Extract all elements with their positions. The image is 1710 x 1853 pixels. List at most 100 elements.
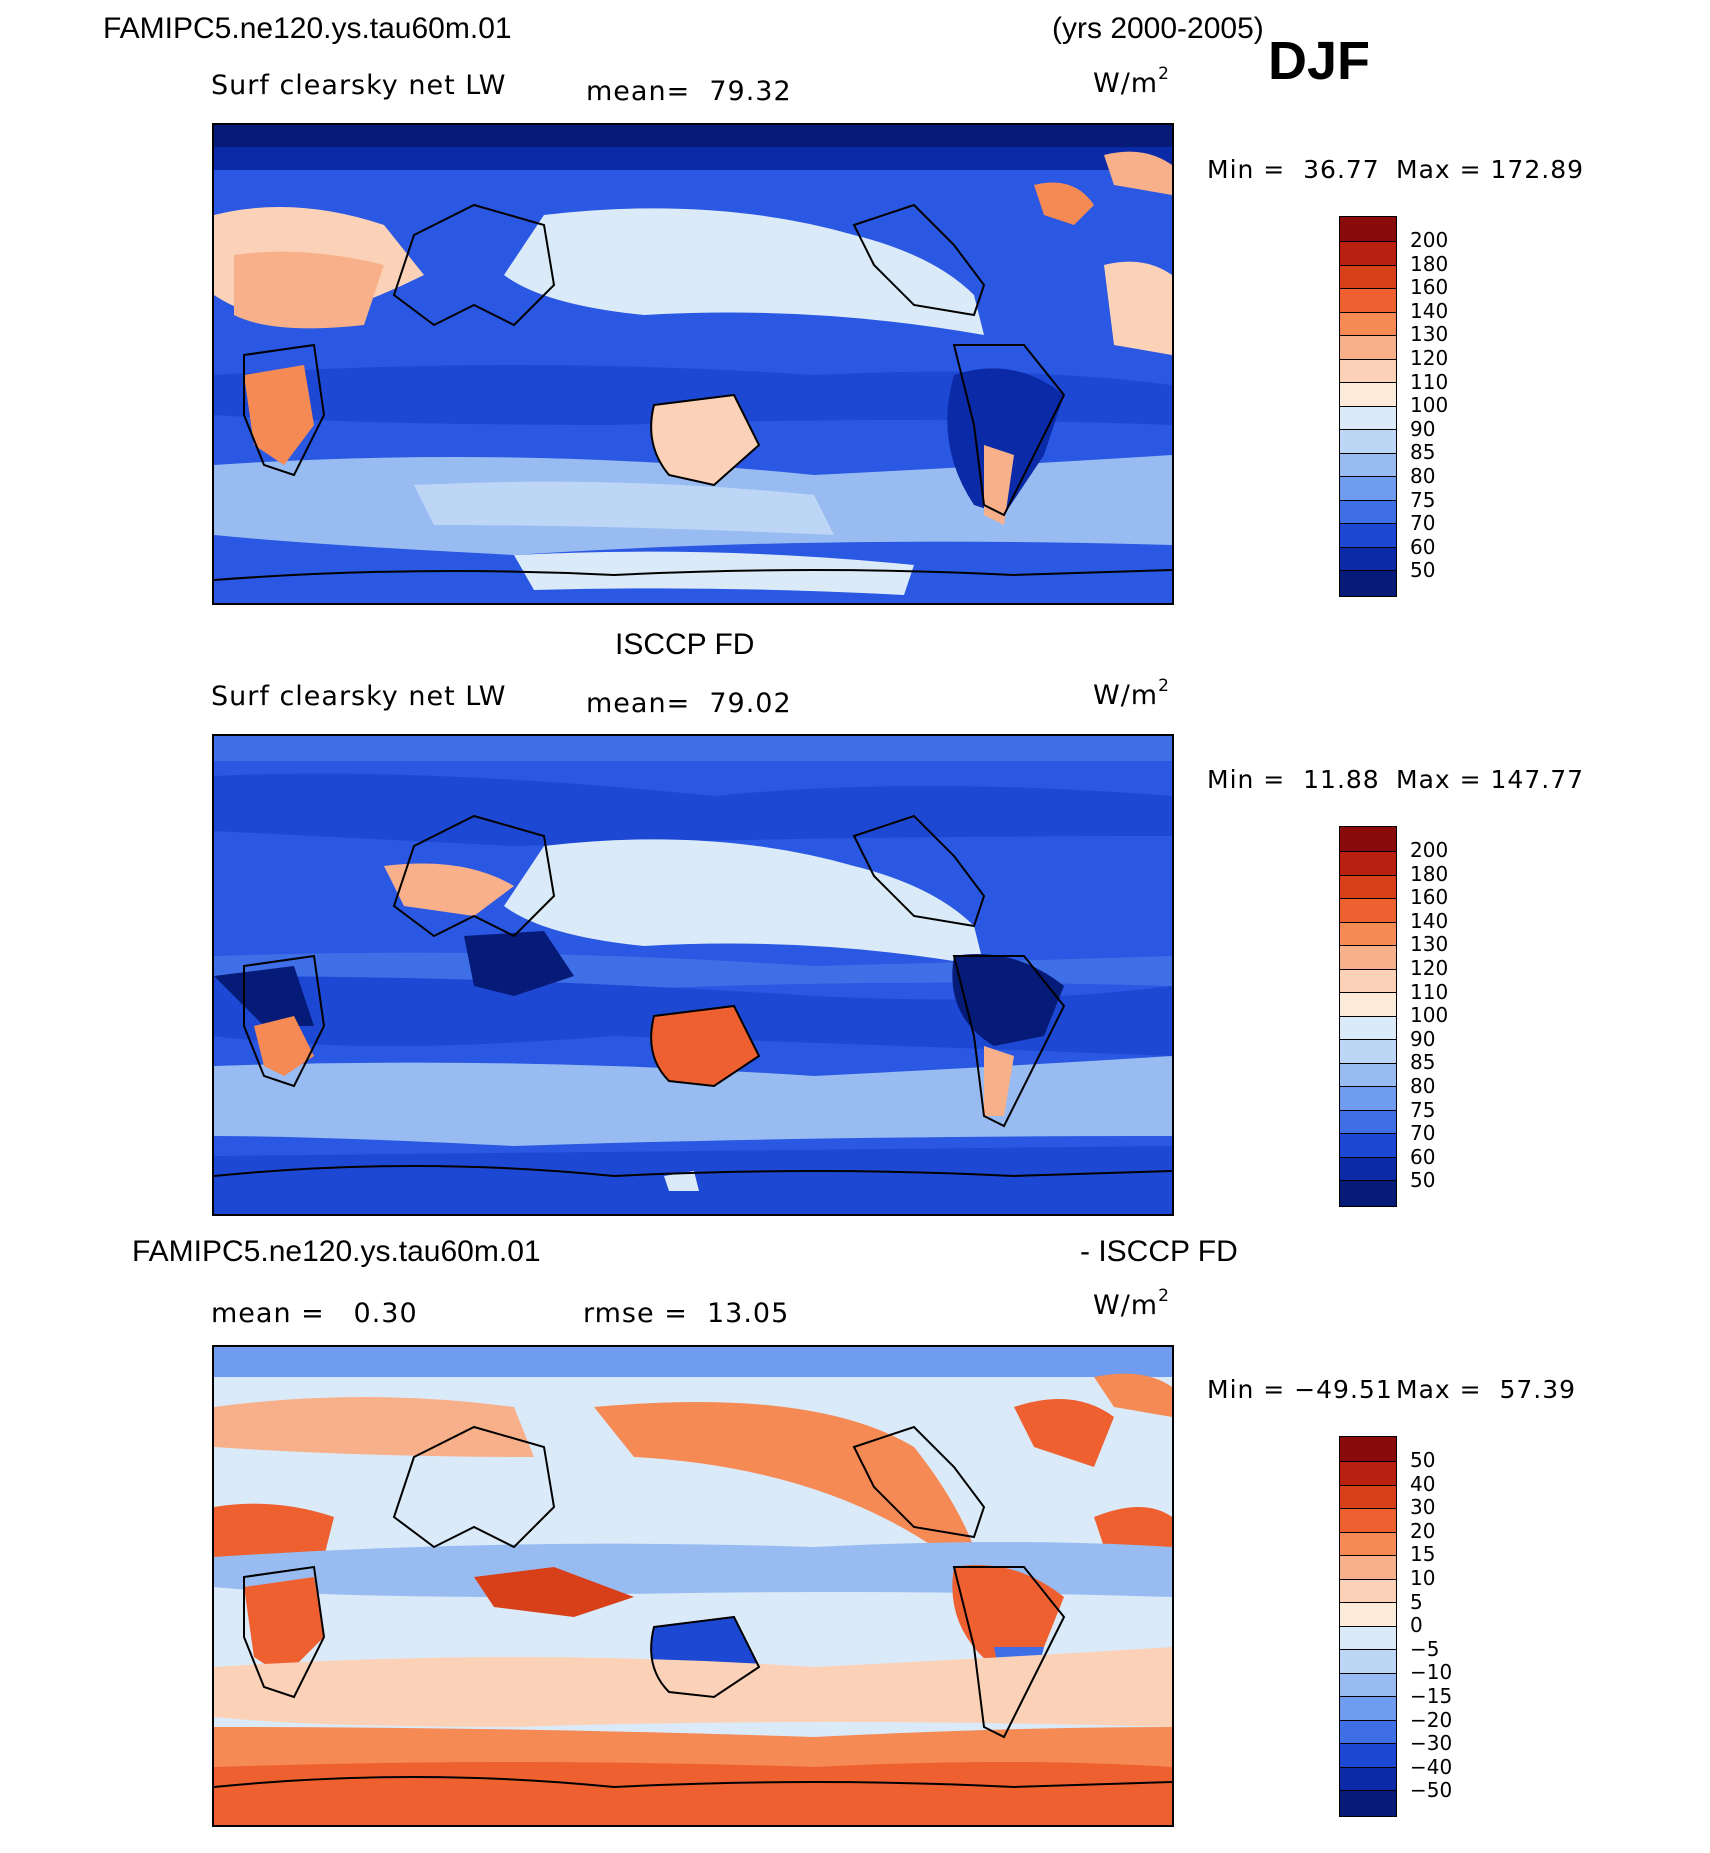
panel2-cbar-swatch <box>1340 1158 1396 1181</box>
panel1-map-field <box>214 125 1172 603</box>
panel1-cbar-swatch <box>1340 548 1396 571</box>
panel3-units: W/m2 <box>1093 1286 1170 1321</box>
panel3-map <box>212 1345 1174 1827</box>
panel1-cbar-swatch <box>1340 383 1396 407</box>
panel3-cbar-label: −15 <box>1410 1684 1453 1708</box>
panel3-max: Max = 57.39 <box>1396 1375 1577 1404</box>
panel1-cbar-label: 100 <box>1410 393 1449 418</box>
panel1-cbar-label: 120 <box>1410 346 1449 370</box>
panel2-cbar-label: 60 <box>1410 1144 1436 1169</box>
panel1-colorbar <box>1339 216 1397 597</box>
panel2-cbar-swatch <box>1340 1134 1396 1158</box>
panel3-cbar-label: −30 <box>1410 1731 1453 1756</box>
panel1-cbar-label: 130 <box>1410 322 1449 347</box>
panel2-cbar-label: 100 <box>1410 1003 1449 1028</box>
panel3-cbar-swatch <box>1340 1437 1396 1462</box>
panel1-cbar-label: 110 <box>1410 369 1449 394</box>
panel3-cbar-swatch <box>1340 1768 1396 1791</box>
panel2-map <box>212 734 1174 1216</box>
panel3-cbar-swatch <box>1340 1556 1396 1580</box>
panel2-cbar-label: 130 <box>1410 932 1449 957</box>
panel3-cbar-label: 10 <box>1410 1566 1436 1590</box>
years-label: (yrs 2000-2005) <box>1052 12 1264 45</box>
panel2-cbar-swatch <box>1340 923 1396 946</box>
panel2-cbar-swatch <box>1340 1087 1396 1111</box>
panel1-cbar-label: 160 <box>1410 275 1449 300</box>
panel1-cbar-label: 85 <box>1410 440 1436 465</box>
panel3-cbar-swatch <box>1340 1462 1396 1486</box>
panel2-cbar-swatch <box>1340 1040 1396 1064</box>
panel3-cbar-label: −50 <box>1410 1778 1453 1803</box>
panel1-cbar-swatch <box>1340 571 1396 596</box>
panel3-cbar-swatch <box>1340 1674 1396 1697</box>
panel1-cbar-label: 60 <box>1410 534 1436 559</box>
panel1-map <box>212 123 1174 605</box>
panel2-mean: mean= 79.02 <box>586 688 792 719</box>
season-label: DJF <box>1268 31 1371 91</box>
panel3-cbar-label: −10 <box>1410 1660 1453 1685</box>
panel2-colorbar <box>1339 826 1397 1207</box>
panel3-cbar-swatch <box>1340 1603 1396 1627</box>
panel2-cbar-label: 120 <box>1410 956 1449 980</box>
panel3-colorbar <box>1339 1436 1397 1817</box>
panel3-cbar-label: 15 <box>1410 1542 1436 1567</box>
panel2-cbar-label: 70 <box>1410 1121 1436 1146</box>
panel3-cbar-swatch <box>1340 1509 1396 1533</box>
panel2-cbar-label: 140 <box>1410 908 1449 933</box>
panel3-cbar-swatch <box>1340 1721 1396 1744</box>
panel3-cbar-label: −5 <box>1410 1636 1440 1661</box>
panel2-cbar-label: 160 <box>1410 885 1449 910</box>
panel1-mean: mean= 79.32 <box>586 76 792 107</box>
panel2-cbar-label: 180 <box>1410 861 1449 886</box>
panel2-cbar-swatch <box>1340 1111 1396 1134</box>
panel2-cbar-label: 85 <box>1410 1050 1436 1075</box>
panel3-map-field <box>214 1347 1172 1825</box>
panel2-cbar-swatch <box>1340 1017 1396 1040</box>
panel2-cbar-label: 50 <box>1410 1168 1436 1193</box>
panel3-cbar-swatch <box>1340 1791 1396 1816</box>
panel1-cbar-swatch <box>1340 454 1396 477</box>
panel3-cbar-swatch <box>1340 1697 1396 1721</box>
panel1-cbar-swatch <box>1340 501 1396 524</box>
panel3-cbar-label: 40 <box>1410 1471 1436 1496</box>
panel1-min: Min = 36.77 <box>1207 155 1380 184</box>
panel3-cbar-label: −20 <box>1410 1707 1453 1732</box>
panel1-cbar-swatch <box>1340 430 1396 454</box>
panel2-units: W/m2 <box>1093 676 1170 711</box>
panel1-cbar-swatch <box>1340 313 1396 336</box>
panel1-cbar-swatch <box>1340 524 1396 548</box>
panel2-cbar-label: 110 <box>1410 979 1449 1004</box>
panel3-rmse: rmse = 13.05 <box>583 1298 790 1329</box>
panel3-cbar-swatch <box>1340 1650 1396 1674</box>
panel2-cbar-swatch <box>1340 946 1396 970</box>
panel3-cbar-label: 20 <box>1410 1518 1436 1543</box>
panel1-cbar-swatch <box>1340 360 1396 383</box>
panel1-cbar-label: 70 <box>1410 511 1436 536</box>
panel2-cbar-label: 200 <box>1410 838 1449 862</box>
case-name-title: FAMIPC5.ne120.ys.tau60m.01 <box>103 12 512 45</box>
panel3-cbar-swatch <box>1340 1627 1396 1650</box>
panel1-cbar-swatch <box>1340 217 1396 242</box>
panel3-cbar-label: −40 <box>1410 1754 1453 1779</box>
panel1-variable: Surf clearsky net LW <box>211 70 507 101</box>
panel2-cbar-swatch <box>1340 993 1396 1017</box>
panel2-cbar-swatch <box>1340 1064 1396 1087</box>
panel1-cbar-swatch <box>1340 477 1396 501</box>
panel2-min: Min = 11.88 <box>1207 765 1380 794</box>
panel3-cbar-swatch <box>1340 1486 1396 1509</box>
panel3-cbar-label: 5 <box>1410 1589 1423 1614</box>
panel3-cbar-swatch <box>1340 1744 1396 1768</box>
panel3-cbar-swatch <box>1340 1580 1396 1603</box>
panel2-cbar-swatch <box>1340 1181 1396 1206</box>
panel1-cbar-swatch <box>1340 266 1396 289</box>
panel1-cbar-label: 50 <box>1410 558 1436 583</box>
panel2-cbar-label: 90 <box>1410 1026 1436 1051</box>
panel3-title-right: - ISCCP FD <box>1080 1235 1238 1268</box>
panel1-max: Max = 172.89 <box>1396 155 1585 184</box>
panel2-cbar-swatch <box>1340 827 1396 852</box>
panel2-cbar-swatch <box>1340 852 1396 876</box>
panel1-cbar-label: 140 <box>1410 298 1449 323</box>
panel3-cbar-label: 0 <box>1410 1613 1423 1638</box>
panel1-cbar-label: 200 <box>1410 228 1449 252</box>
panel1-cbar-swatch <box>1340 289 1396 313</box>
